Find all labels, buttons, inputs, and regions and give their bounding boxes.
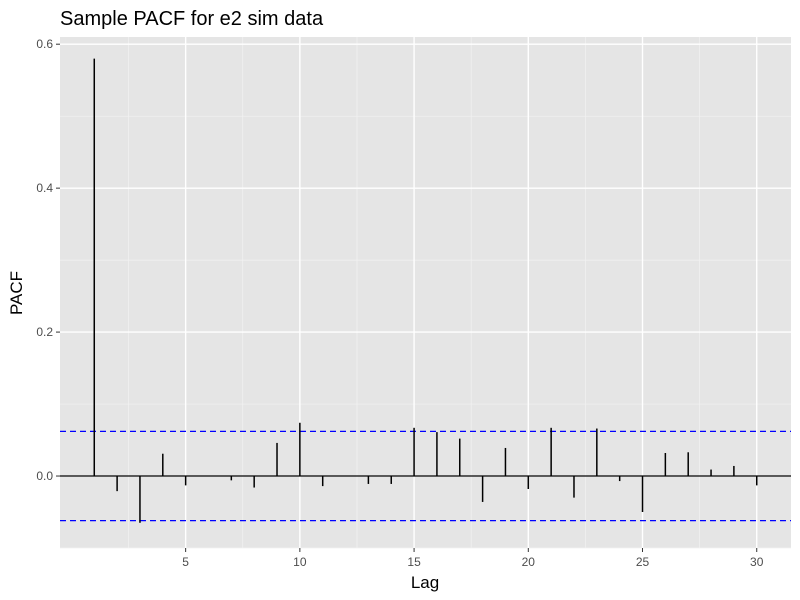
x-tick-label: 25 (636, 555, 650, 569)
y-tick-label: 0.6 (36, 37, 53, 51)
chart-title: Sample PACF for e2 sim data (60, 8, 324, 30)
x-tick-label: 15 (407, 555, 421, 569)
x-tick-label: 30 (750, 555, 764, 569)
minor-gridlines (60, 37, 791, 549)
x-tick-label: 10 (293, 555, 307, 569)
y-tick-label: 0.0 (36, 469, 53, 483)
pacf-bars (60, 58, 791, 523)
x-tick-label: 5 (182, 555, 189, 569)
x-axis-ticks: 5 10 15 20 25 30 (182, 548, 764, 569)
confidence-bounds (60, 430, 791, 522)
y-axis-title: PACF (7, 271, 26, 315)
plot-panel (60, 37, 791, 548)
y-axis-ticks: 0.0 0.2 0.4 0.6 (36, 37, 60, 483)
x-tick-label: 20 (522, 555, 536, 569)
x-axis-title: Lag (411, 573, 439, 592)
y-tick-label: 0.4 (36, 181, 53, 195)
y-tick-label: 0.2 (36, 325, 53, 339)
